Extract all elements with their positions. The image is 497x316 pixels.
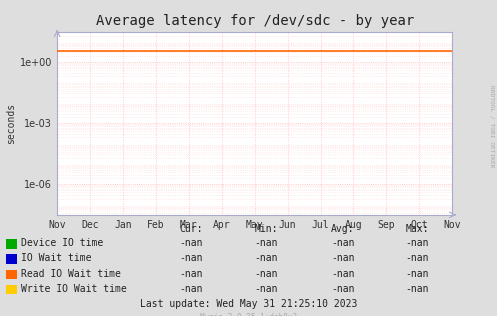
Y-axis label: seconds: seconds (6, 103, 16, 144)
Text: -nan: -nan (331, 253, 355, 264)
Text: RRDTOOL / TOBI OETIKER: RRDTOOL / TOBI OETIKER (489, 85, 494, 168)
Text: -nan: -nan (179, 284, 203, 294)
Text: Max:: Max: (406, 224, 429, 234)
Text: Avg:: Avg: (331, 224, 355, 234)
Text: -nan: -nan (406, 253, 429, 264)
Text: -nan: -nan (406, 238, 429, 248)
Text: -nan: -nan (254, 238, 278, 248)
Text: -nan: -nan (331, 269, 355, 279)
Text: -nan: -nan (406, 284, 429, 294)
Text: -nan: -nan (179, 269, 203, 279)
Text: Device IO time: Device IO time (21, 238, 103, 248)
Text: -nan: -nan (331, 238, 355, 248)
Text: -nan: -nan (254, 284, 278, 294)
Text: Last update: Wed May 31 21:25:10 2023: Last update: Wed May 31 21:25:10 2023 (140, 299, 357, 309)
Text: -nan: -nan (179, 253, 203, 264)
Text: -nan: -nan (254, 269, 278, 279)
Text: Cur:: Cur: (179, 224, 203, 234)
Text: -nan: -nan (254, 253, 278, 264)
Title: Average latency for /dev/sdc - by year: Average latency for /dev/sdc - by year (95, 14, 414, 28)
Text: Write IO Wait time: Write IO Wait time (21, 284, 127, 294)
Text: Munin 2.0.25-1+deb8u3: Munin 2.0.25-1+deb8u3 (200, 313, 297, 316)
Text: IO Wait time: IO Wait time (21, 253, 91, 264)
Text: Read IO Wait time: Read IO Wait time (21, 269, 121, 279)
Text: -nan: -nan (406, 269, 429, 279)
Text: Min:: Min: (254, 224, 278, 234)
Text: -nan: -nan (179, 238, 203, 248)
Text: -nan: -nan (331, 284, 355, 294)
